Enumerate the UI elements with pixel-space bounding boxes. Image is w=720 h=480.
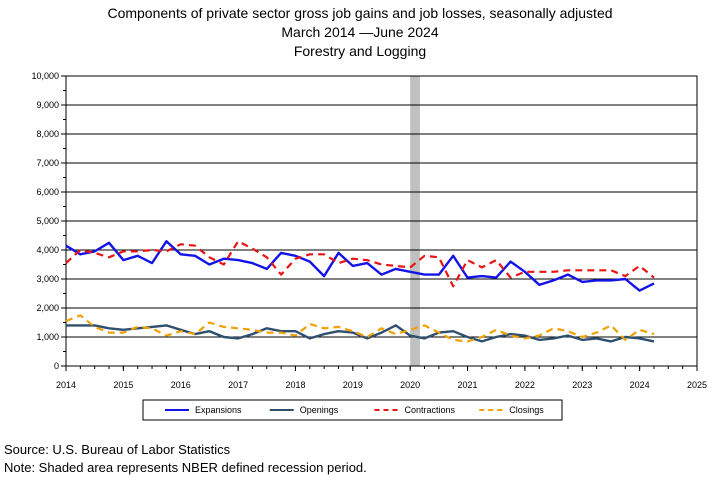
x-tick-label: 2019	[343, 380, 363, 390]
x-tick-label: 2017	[228, 380, 248, 390]
y-tick-label: 2,000	[36, 303, 59, 313]
series-line-expansions	[65, 240, 655, 292]
chart-title: Components of private sector gross job g…	[107, 5, 613, 21]
x-tick-label: 2020	[400, 380, 420, 390]
y-tick-label: 0	[54, 361, 59, 371]
x-tick-label: 2014	[56, 380, 76, 390]
y-tick-label: 5,000	[36, 216, 59, 226]
legend-box	[142, 399, 563, 421]
x-tick-label: 2015	[113, 380, 133, 390]
chart-date-range: March 2014 —June 2024	[281, 24, 439, 40]
x-tick-label: 2018	[285, 380, 305, 390]
y-tick-label: 4,000	[36, 245, 59, 255]
legend-label-openings: Openings	[300, 405, 339, 415]
chart-subtitle: Forestry and Logging	[293, 43, 427, 59]
x-tick-label: 2025	[687, 380, 707, 390]
series-line-contractions	[65, 240, 655, 288]
legend-label-closings: Closings	[509, 405, 544, 415]
y-tick-label: 3,000	[36, 274, 59, 284]
x-tick-label: 2022	[515, 380, 535, 390]
series-line-closings	[65, 314, 655, 343]
y-tick-label: 9,000	[36, 100, 59, 110]
y-tick-label: 8,000	[36, 129, 59, 139]
y-tick-label: 7,000	[36, 158, 59, 168]
chart-area: 0 1,000 2,000 3,000 4,000 5,000 6,000 7,000 8,00…	[31, 71, 707, 421]
y-tick-label: 10,000	[31, 71, 59, 81]
y-tick-label: 1,000	[36, 332, 59, 342]
source-note: Source: U.S. Bureau of Labor Statistics	[4, 442, 231, 457]
x-tick-label: 2024	[630, 380, 650, 390]
y-tick-label: 6,000	[36, 187, 59, 197]
recession-note: Note: Shaded area represents NBER define…	[4, 460, 367, 475]
series-line-openings	[66, 324, 655, 343]
x-tick-label: 2016	[171, 380, 191, 390]
x-tick-label: 2021	[458, 380, 478, 390]
plot-frame	[65, 75, 698, 367]
legend-label-expansions: Expansions	[195, 405, 242, 415]
x-tick-label: 2023	[572, 380, 592, 390]
chart-title-block: Components of private sector gross job g…	[0, 4, 720, 61]
legend-label-contractions: Contractions	[405, 405, 456, 415]
legend: Expansions Openings Contractions Closings	[142, 399, 563, 421]
